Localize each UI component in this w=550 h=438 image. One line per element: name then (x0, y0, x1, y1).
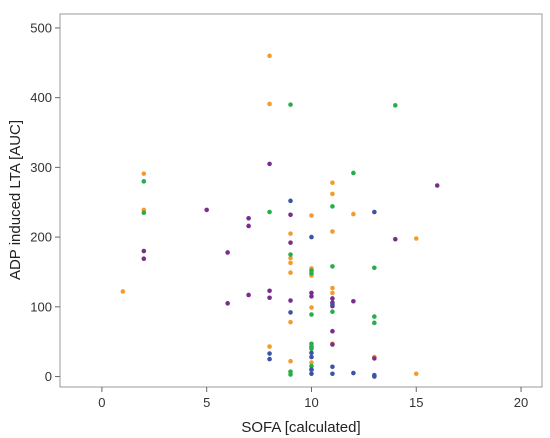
data-point-orange (288, 358, 293, 364)
data-point-green (372, 314, 377, 319)
data-point-green (309, 312, 314, 317)
data-point-purple (309, 294, 314, 299)
data-point-purple (288, 240, 293, 245)
data-point-green (372, 320, 377, 326)
y-tick-label: 300 (30, 160, 52, 175)
data-point-green (330, 264, 335, 269)
y-axis-label: ADP induced LTA [AUC] (7, 120, 24, 280)
data-point-purple (393, 236, 398, 242)
x-axis-label: SOFA [calculated] (241, 419, 360, 436)
data-point-purple (372, 356, 377, 361)
data-point-blue (288, 198, 293, 204)
data-point-purple (267, 295, 272, 301)
data-point-orange (288, 319, 293, 325)
y-tick-label: 100 (30, 299, 52, 314)
y-tick-label: 400 (30, 90, 52, 105)
data-point-blue (372, 374, 377, 379)
data-point-purple (225, 301, 230, 306)
data-point-blue (309, 371, 314, 377)
data-point-blue (309, 350, 314, 356)
data-point-orange (330, 180, 335, 186)
data-point-purple (288, 212, 293, 218)
data-point-blue (330, 371, 335, 377)
data-point-purple (330, 342, 335, 347)
y-tick-label: 0 (45, 369, 52, 384)
data-point-purple (351, 298, 356, 304)
data-point-blue (330, 364, 335, 370)
data-point-green (288, 102, 293, 107)
data-point-purple (267, 288, 272, 294)
x-tick-label: 5 (203, 395, 210, 410)
x-tick-label: 20 (514, 395, 528, 410)
data-point-purple (309, 290, 314, 296)
data-point-orange (267, 344, 272, 349)
data-point-orange (288, 260, 293, 266)
data-point-purple (434, 183, 440, 188)
data-point-orange (267, 101, 272, 107)
data-point-blue (309, 367, 314, 372)
data-point-purple (141, 256, 147, 262)
data-point-orange (413, 236, 419, 241)
data-point-orange (413, 371, 419, 377)
data-point-orange (288, 231, 293, 236)
y-axis: 0 100 200 300 400 500 (30, 20, 60, 384)
data-point-purple (246, 292, 251, 298)
data-point-orange (141, 171, 147, 176)
data-point-blue (267, 351, 272, 356)
data-point-purple (267, 161, 272, 167)
data-point-orange (330, 229, 335, 234)
data-point-green (330, 309, 335, 315)
y-tick-label: 200 (30, 230, 52, 245)
data-points (120, 53, 440, 379)
data-point-green (351, 170, 356, 176)
x-tick-label: 15 (409, 395, 423, 410)
data-point-purple (141, 248, 147, 254)
data-point-blue (351, 370, 356, 376)
data-point-green (267, 209, 272, 215)
y-tick-label: 500 (30, 20, 52, 35)
data-point-purple (330, 328, 335, 334)
x-tick-label: 0 (98, 395, 105, 410)
data-point-blue (309, 234, 314, 240)
data-point-orange (309, 213, 314, 218)
data-point-green (372, 265, 377, 271)
data-point-orange (330, 285, 335, 291)
data-point-green (393, 103, 398, 108)
data-point-green (330, 204, 335, 209)
data-point-blue (330, 301, 335, 307)
data-point-blue (372, 209, 377, 215)
data-point-orange (330, 290, 335, 296)
data-point-orange (288, 255, 293, 261)
data-point-green (288, 372, 293, 377)
data-point-purple (225, 250, 230, 255)
x-axis: 0 5 10 15 20 (98, 387, 528, 410)
data-point-orange (330, 191, 335, 197)
data-point-purple (330, 296, 335, 301)
data-point-green (309, 271, 314, 276)
data-point-green (309, 363, 314, 369)
data-point-orange (309, 305, 314, 310)
data-point-orange (267, 53, 272, 59)
data-point-orange (120, 289, 126, 294)
data-point-blue (288, 310, 293, 315)
data-point-orange (351, 211, 356, 217)
x-tick-label: 10 (304, 395, 318, 410)
plot-area-frame (59, 13, 543, 388)
data-point-green (309, 346, 314, 351)
data-point-green (288, 252, 293, 257)
data-point-orange (309, 360, 314, 365)
data-point-blue (309, 354, 314, 360)
data-point-blue (267, 356, 272, 362)
data-point-purple (288, 298, 293, 303)
data-point-purple (246, 215, 251, 221)
data-point-purple (204, 207, 209, 213)
data-point-green (141, 210, 147, 216)
data-point-green (141, 179, 147, 184)
data-point-orange (288, 270, 293, 275)
data-point-purple (246, 223, 251, 229)
